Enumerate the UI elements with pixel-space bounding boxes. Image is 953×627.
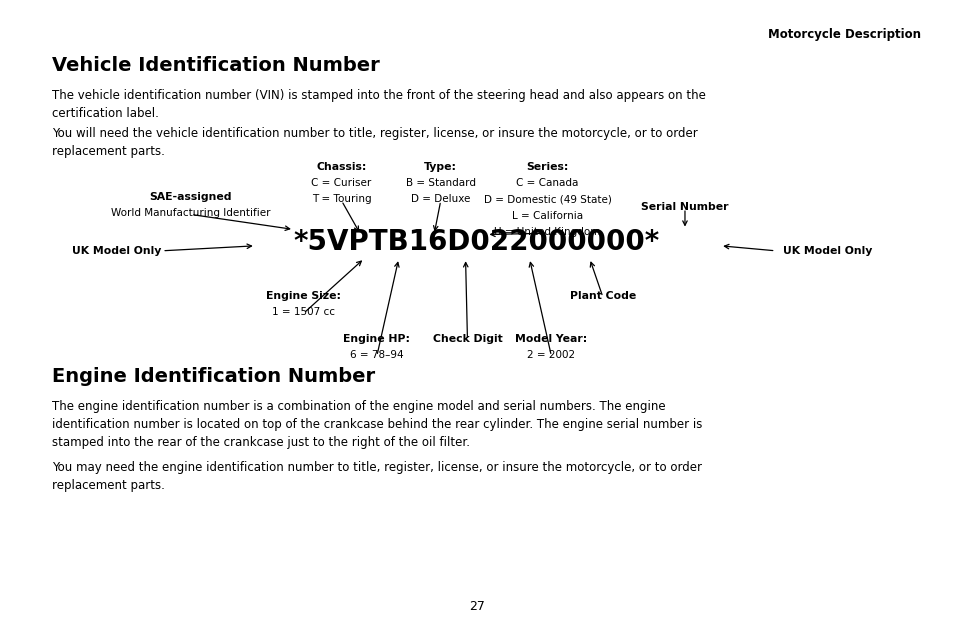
Text: Engine HP:: Engine HP: bbox=[343, 334, 410, 344]
Text: Plant Code: Plant Code bbox=[569, 291, 636, 301]
Text: B = Standard: B = Standard bbox=[405, 178, 476, 188]
Text: Type:: Type: bbox=[424, 162, 456, 172]
Text: Chassis:: Chassis: bbox=[316, 162, 366, 172]
Text: You may need the engine identification number to title, register, license, or in: You may need the engine identification n… bbox=[52, 461, 701, 492]
Text: Engine Size:: Engine Size: bbox=[266, 291, 340, 301]
Text: C = Canada: C = Canada bbox=[516, 178, 578, 188]
Text: Vehicle Identification Number: Vehicle Identification Number bbox=[52, 56, 380, 75]
Text: SAE-assigned: SAE-assigned bbox=[150, 192, 232, 202]
Text: World Manufacturing Identifier: World Manufacturing Identifier bbox=[111, 208, 271, 218]
Text: The engine identification number is a combination of the engine model and serial: The engine identification number is a co… bbox=[52, 400, 702, 449]
Text: UK Model Only: UK Model Only bbox=[71, 246, 161, 256]
Text: D = Domestic (49 State): D = Domestic (49 State) bbox=[483, 194, 611, 204]
Text: 27: 27 bbox=[469, 600, 484, 613]
Text: D = Deluxe: D = Deluxe bbox=[411, 194, 470, 204]
Text: 6 = 78–94: 6 = 78–94 bbox=[350, 350, 403, 360]
Text: The vehicle identification number (VIN) is stamped into the front of the steerin: The vehicle identification number (VIN) … bbox=[52, 89, 705, 120]
Text: Motorcycle Description: Motorcycle Description bbox=[767, 28, 920, 41]
Text: T = Touring: T = Touring bbox=[312, 194, 371, 204]
Text: L = California: L = California bbox=[512, 211, 582, 221]
Text: U = United Kingdom: U = United Kingdom bbox=[494, 227, 600, 237]
Text: Serial Number: Serial Number bbox=[640, 202, 728, 212]
Text: C = Curiser: C = Curiser bbox=[311, 178, 372, 188]
Text: 2 = 2002: 2 = 2002 bbox=[527, 350, 575, 360]
Text: Model Year:: Model Year: bbox=[515, 334, 587, 344]
Text: UK Model Only: UK Model Only bbox=[782, 246, 872, 256]
Text: You will need the vehicle identification number to title, register, license, or : You will need the vehicle identification… bbox=[52, 127, 698, 158]
Text: *5VPTB16D022000000*: *5VPTB16D022000000* bbox=[294, 228, 659, 256]
Text: Check Digit: Check Digit bbox=[432, 334, 502, 344]
Text: Series:: Series: bbox=[526, 162, 568, 172]
Text: Engine Identification Number: Engine Identification Number bbox=[52, 367, 375, 386]
Text: 1 = 1507 cc: 1 = 1507 cc bbox=[272, 307, 335, 317]
